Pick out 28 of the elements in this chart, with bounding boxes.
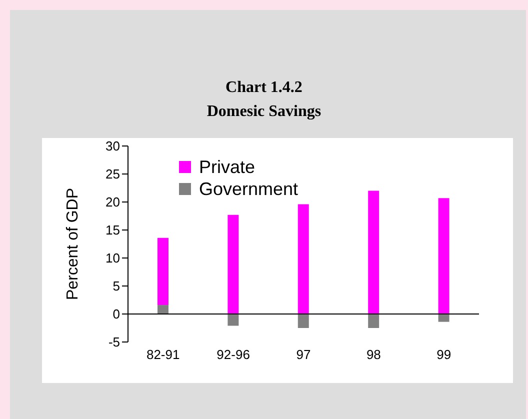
bar [298,204,309,314]
bar [157,305,168,314]
x-tick-label: 92-96 [216,347,250,362]
x-tick-label: 99 [436,347,452,362]
chart-subtitle: Domesic Savings [206,102,322,122]
y-tick-label: 15 [106,222,120,238]
y-tick-label: 20 [106,194,120,210]
bar [157,238,168,306]
y-tick-label: -5 [108,334,120,350]
bar [438,314,450,322]
y-tick-label: 25 [106,166,120,182]
y-tick-label: 30 [106,138,120,154]
x-tick-label: 98 [366,347,381,362]
legend-label: Private [199,156,256,178]
y-axis-title: Percent of GDP [64,188,82,300]
chart-title: Chart 1.4.2 [224,78,304,98]
bar [228,214,239,314]
legend-label: Government [199,178,298,200]
bar [368,314,380,328]
bar [298,314,309,328]
y-tick-label: 10 [106,250,120,266]
x-tick-label: 82-91 [146,347,180,362]
bar [228,314,239,326]
bar [368,190,380,314]
y-tick-label: 5 [112,278,120,294]
x-tick-label: 97 [296,347,311,362]
bar [438,198,450,314]
y-tick-label: 0 [112,306,120,322]
